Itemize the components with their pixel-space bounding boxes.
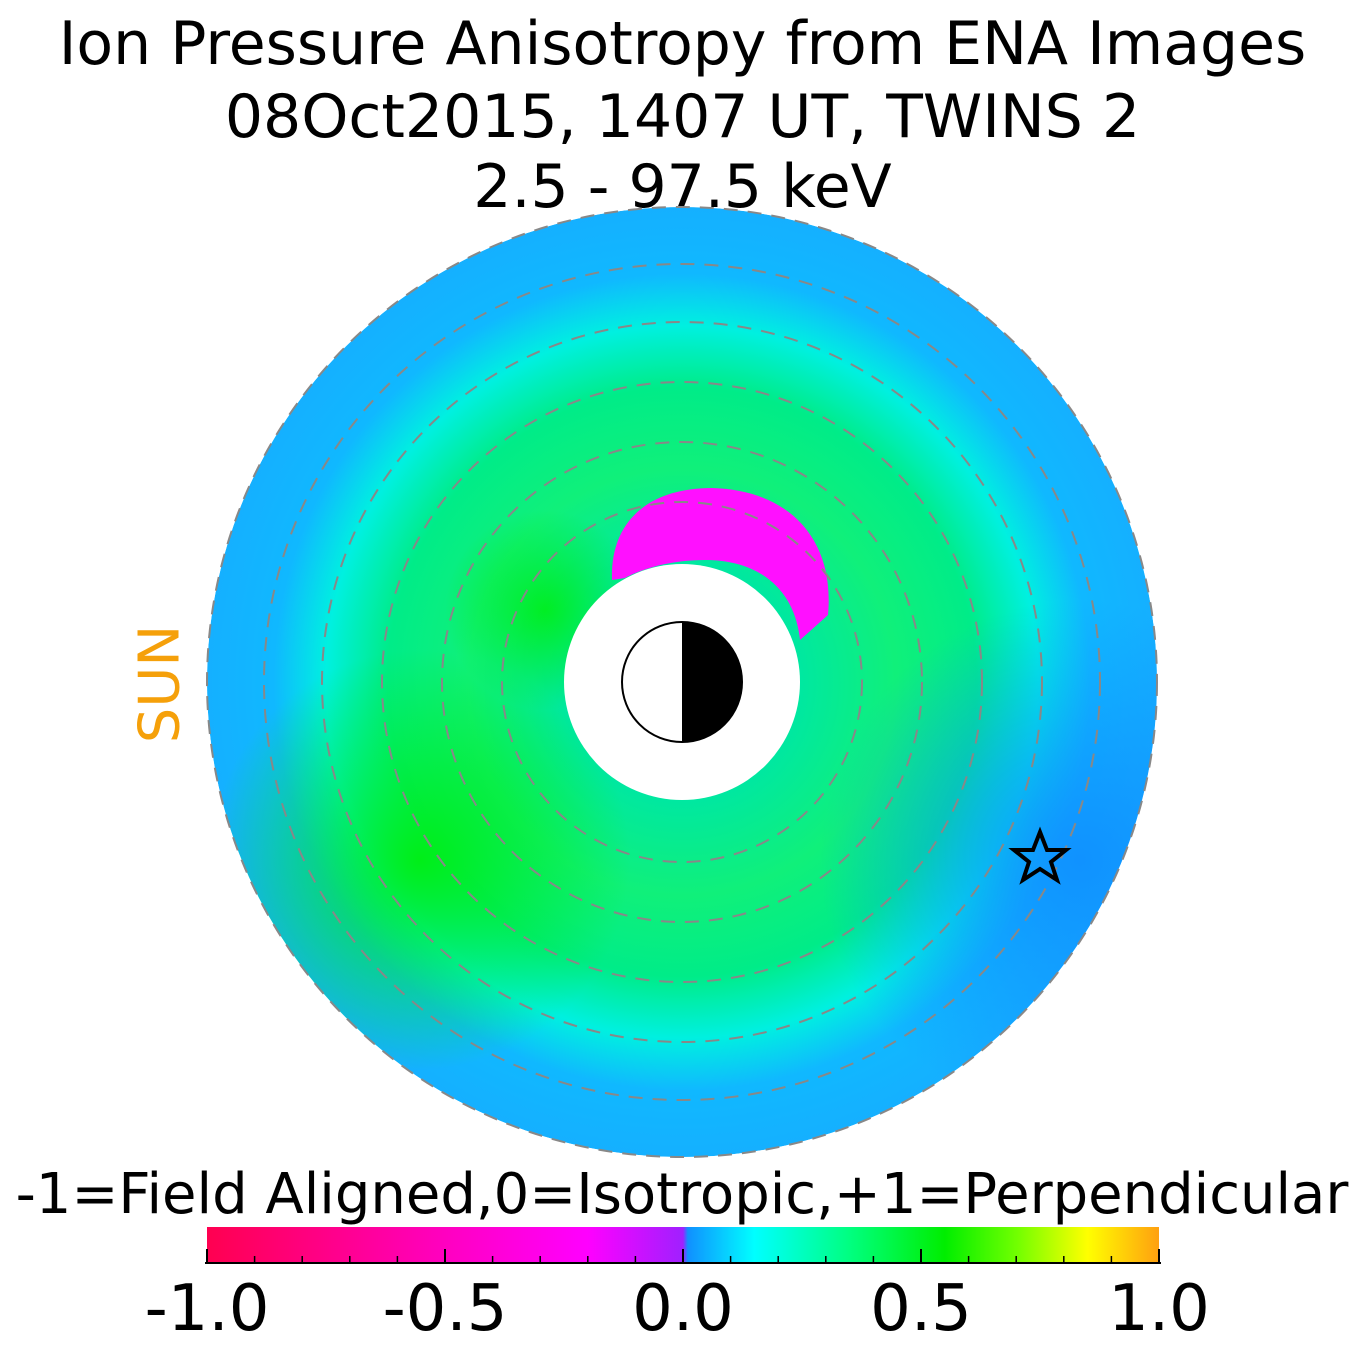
negative-anisotropy-patch: [611, 488, 829, 640]
grid-circles: [206, 206, 1158, 1158]
grid-circle: [321, 321, 1043, 1043]
grid-circle: [381, 381, 983, 983]
spacecraft-star-icon: [1008, 826, 1072, 885]
colorbar-title: -1=Field Aligned,0=Isotropic,+1=Perpendi…: [15, 1162, 1349, 1227]
chart-title-line-2: 08Oct2015, 1407 UT, TWINS 2: [224, 82, 1141, 152]
earth-icon: [621, 621, 743, 743]
grid-circle: [206, 206, 1158, 1158]
chart-title-line-1: Ion Pressure Anisotropy from ENA Images: [58, 9, 1307, 79]
grid-circle: [501, 501, 863, 863]
colorbar-ticks: [206, 1249, 1160, 1263]
sun-direction-label: SUN: [127, 624, 193, 744]
colorbar-tick-label: -0.5: [382, 1272, 508, 1346]
grid-circle: [263, 263, 1101, 1101]
colorbar-tick-label: 0.5: [870, 1272, 972, 1346]
colorbar-tick-label: 1.0: [1108, 1272, 1210, 1346]
grid-circle: [441, 441, 923, 923]
colorbar-tick-label: 0.0: [632, 1272, 734, 1346]
colorbar-tick-label: -1.0: [144, 1272, 270, 1346]
